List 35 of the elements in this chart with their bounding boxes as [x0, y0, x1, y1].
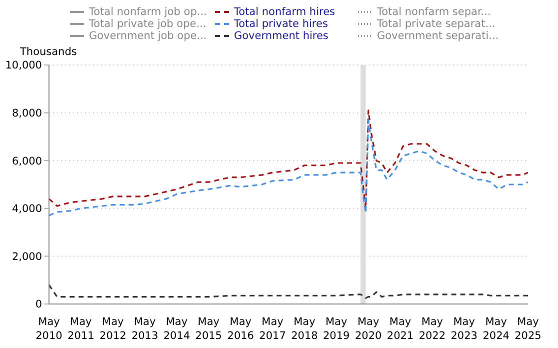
x-tick-label: May 2012 [100, 316, 126, 342]
x-tick-label: May 2019 [323, 316, 350, 342]
x-tick-label: May 2011 [68, 316, 94, 342]
legend-label: Government separati... [377, 30, 499, 42]
legend-label: Government job ope... [89, 30, 207, 42]
y-axis-title: Thousands [19, 45, 78, 58]
x-tick-label: May 2014 [163, 316, 190, 342]
y-tick-label: 0 [35, 298, 42, 311]
legend-label: Total nonfarm separ... [377, 6, 491, 18]
x-tick-label: May 2021 [386, 316, 414, 342]
y-tick-label: 4,000 [12, 203, 42, 216]
line-series [49, 119, 528, 216]
y-tick-label: 8,000 [12, 108, 42, 120]
x-tick-label: May 2025 [514, 316, 542, 342]
x-tick-label: May 2016 [227, 316, 254, 342]
y-tick-label: 10,000 [5, 60, 42, 72]
legend-label: Total nonfarm hires [234, 6, 336, 18]
x-tick-label: May 2010 [36, 316, 62, 342]
line-series [49, 284, 528, 299]
x-tick-label: May 2022 [418, 316, 446, 342]
legend-label: Total private separat... [377, 18, 496, 30]
x-tick-label: May 2023 [450, 316, 478, 342]
x-tick-label: May 2013 [131, 316, 158, 342]
x-tick-label: May 2020 [354, 316, 382, 342]
legend-label: Total nonfarm job op... [89, 6, 207, 18]
line-series [49, 110, 528, 210]
y-tick-label: 2,000 [12, 250, 42, 263]
x-tick-label: May 2018 [291, 316, 318, 342]
y-tick-label: 6,000 [12, 155, 42, 168]
x-tick-label: May 2015 [195, 316, 222, 342]
x-tick-label: May 2024 [482, 316, 510, 342]
x-tick-label: May 2017 [259, 316, 286, 342]
legend-label: Total private job ope... [89, 18, 206, 30]
legend-label: Total private hires [234, 18, 328, 30]
legend-label: Government hires [234, 30, 328, 42]
